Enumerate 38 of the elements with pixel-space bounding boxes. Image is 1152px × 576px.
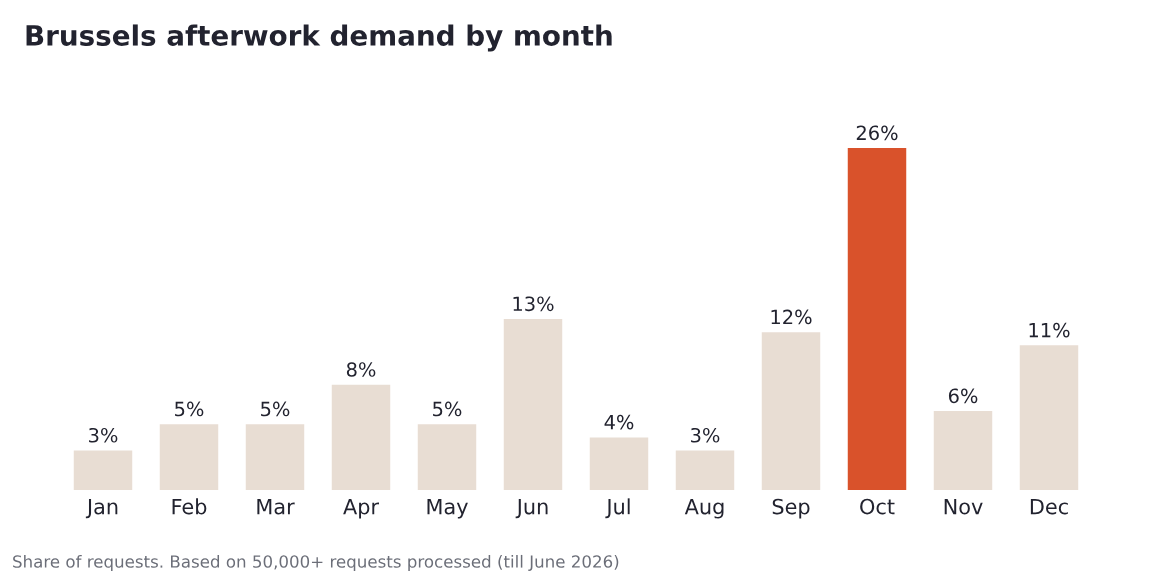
data-label: 5% xyxy=(175,401,204,417)
x-tick-label: Feb xyxy=(172,498,207,515)
data-label: 4% xyxy=(604,414,634,430)
x-tick-label: May xyxy=(427,498,468,519)
chart-title: Brussels afterwork demand by month xyxy=(26,24,612,52)
bar xyxy=(417,424,477,490)
bar xyxy=(589,437,649,490)
x-tick-label: Aug xyxy=(684,498,724,519)
bar xyxy=(847,148,907,490)
x-tick-label: Jan xyxy=(85,498,118,519)
bar xyxy=(73,450,133,490)
x-tick-label: Jun xyxy=(515,498,548,519)
data-label: 11% xyxy=(1029,322,1070,338)
x-tick-label: Sep xyxy=(772,498,810,519)
bar xyxy=(933,411,993,490)
data-label: 26% xyxy=(856,125,898,141)
x-tick-label: Mar xyxy=(257,498,295,515)
text: Share of requests. Based on 50,000+ requests processed (till June 2026) xyxy=(13,554,619,572)
x-tick-label: Apr xyxy=(343,498,380,519)
data-label: 5% xyxy=(261,401,290,417)
data-label: 6% xyxy=(948,388,978,404)
bar xyxy=(761,332,821,490)
data-label: 8% xyxy=(346,362,376,377)
x-tick-label: Dec xyxy=(1030,498,1068,515)
bar xyxy=(159,424,219,490)
data-label: 12% xyxy=(771,309,812,325)
x-tick-label: Nov xyxy=(944,498,983,515)
bar xyxy=(1019,345,1079,490)
x-tick-label: Oct xyxy=(860,498,895,515)
data-label: 13% xyxy=(513,296,554,312)
bar xyxy=(503,319,563,490)
data-label: 5% xyxy=(433,401,462,417)
x-tick-label: Jul xyxy=(605,498,630,519)
data-label: 3% xyxy=(89,427,118,443)
bar xyxy=(675,450,735,490)
data-label: 3% xyxy=(691,427,720,443)
bar xyxy=(331,384,391,490)
bar xyxy=(245,424,305,490)
